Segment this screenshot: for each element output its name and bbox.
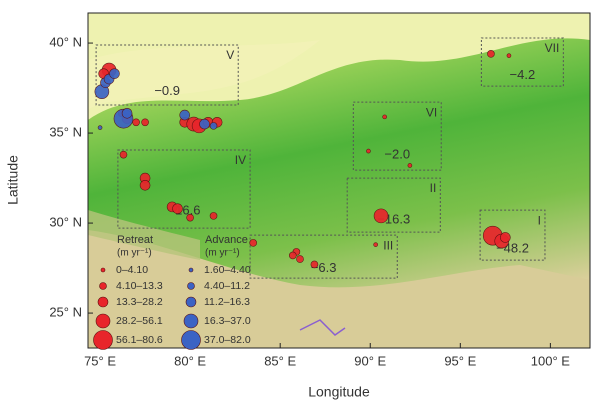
legend-marker [93,330,113,350]
glacier-marker [97,125,103,130]
legend-marker [99,282,107,290]
region-box [117,149,251,229]
legend-marker [183,313,199,329]
region-box [479,209,546,261]
glacier-marker [288,251,297,260]
legend-label: 4.10–13.3 [116,280,163,292]
region-rate: −0.9 [154,83,180,98]
legend-label: 37.0–82.0 [204,334,251,346]
legend-label: 4.40–11.2 [204,280,250,292]
x-tick-label: 80° E [174,353,206,368]
x-tick-label: 100° E [531,353,571,368]
region-name: II [430,181,437,195]
legend-label: 1.60–4.40 [204,264,251,276]
region-name: I [538,213,541,227]
glacier-marker [487,50,495,58]
y-tick-label: 25° N [49,305,82,320]
region-box [352,101,442,171]
glacier-marker [109,68,120,79]
legend-marker [181,330,201,350]
legend-label: 13.3–28.2 [116,296,163,308]
legend-marker [95,313,111,329]
map-layer: 75° E 80° E 85° E 90° E 95° E 100° E 25° N 30° … [49,34,570,368]
glacier-marker [249,239,257,247]
glacier-marker [500,232,511,243]
glacier-marker [141,118,149,127]
region-rate: −2.0 [384,147,410,162]
terrain [88,13,590,348]
legend-label: 0–4.10 [116,264,148,276]
glacier-marker [373,208,389,224]
x-tick-label: 75° E [84,353,116,368]
legend-label: 28.2–56.1 [116,315,163,327]
region-name: VI [426,105,437,119]
y-axis-label: Latitude [5,155,21,205]
x-axis-label: Longitude [308,384,370,400]
legend-marker [188,267,194,273]
legend-label: 16.3–37.0 [204,315,251,327]
region-name: VII [545,41,560,55]
glacier-marker [310,260,319,269]
legend-label: 11.2–16.3 [204,296,250,308]
legend-unit: (m yr⁻¹) [117,248,152,259]
legend-marker [100,267,106,273]
region-name: III [383,238,393,252]
legend-marker [97,296,109,308]
glacier-marker [407,163,413,168]
legend-unit: (m yr⁻¹) [205,248,240,259]
glacier-marker [366,148,371,154]
region-box [249,234,398,279]
glacier-marker [382,114,387,120]
glacier-marker [209,122,218,130]
glacier-marker [506,53,512,58]
glacier-marker [199,118,210,130]
legend-label: 56.1–80.6 [116,334,163,346]
glacier-marker [209,212,218,220]
region-box [95,44,239,106]
glacier-marker [179,109,191,121]
y-tick-label: 40° N [49,34,82,49]
region-name: IV [235,153,246,167]
glacier-marker [186,213,194,222]
region-box [346,177,441,233]
legend-marker [185,296,197,308]
region-box [480,37,564,87]
legend-marker [187,282,195,290]
legend-title: Retreat [117,234,153,246]
legend-title: Advance [205,234,248,246]
y-tick-label: 30° N [49,215,82,230]
glacier-marker [119,150,128,159]
x-tick-label: 85° E [264,353,296,368]
x-tick-label: 95° E [444,353,476,368]
region-rate: −4.2 [510,67,536,82]
glacier-marker [172,203,183,214]
glacier-marker [121,107,133,119]
region-name: V [226,48,234,62]
glacier-marker [373,242,378,247]
glacier-marker [132,118,140,127]
glacier-marker [139,179,151,191]
x-tick-label: 90° E [354,353,386,368]
glacier-marker [296,255,304,263]
y-tick-label: 35° N [49,125,82,140]
